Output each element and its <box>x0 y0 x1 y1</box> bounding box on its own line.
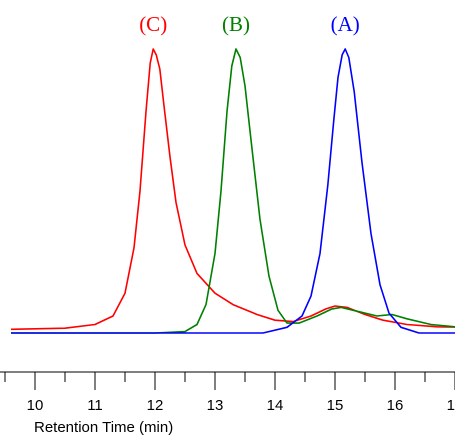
tick-label: 17 <box>447 397 455 414</box>
tick-label: 13 <box>207 397 224 414</box>
tick-label: 11 <box>87 397 103 414</box>
tick-label: 10 <box>27 397 44 414</box>
tick-label: 12 <box>147 397 164 414</box>
series-line-c <box>10 48 455 331</box>
series-lines <box>10 48 455 334</box>
x-axis-tick-labels: 10 11 12 13 14 15 16 17 <box>27 397 455 414</box>
series-label-a: (A) <box>331 12 360 36</box>
series-label-b: (B) <box>222 12 250 36</box>
tick-label: 16 <box>387 397 404 414</box>
series-line-b <box>11 48 455 334</box>
series-line-a <box>11 48 455 334</box>
tick-label: 14 <box>267 397 284 414</box>
x-axis-title: Retention Time (min) <box>34 419 173 436</box>
x-axis-ticks <box>4 372 455 390</box>
series-label-c: (C) <box>139 12 167 36</box>
tick-label: 15 <box>327 397 344 414</box>
series-labels: (C) (B) (A) <box>139 12 360 36</box>
